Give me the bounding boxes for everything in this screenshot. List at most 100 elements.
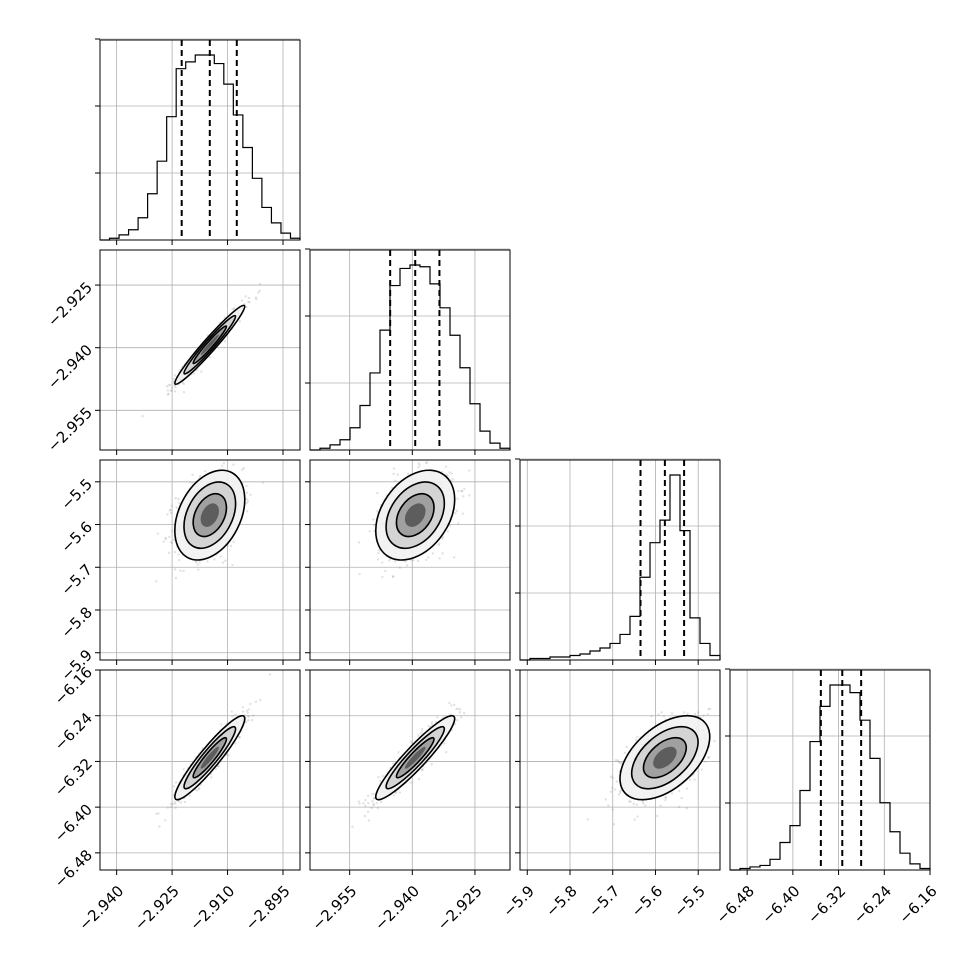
sample-point [206, 560, 209, 563]
sample-point [678, 789, 681, 793]
sample-point [229, 544, 233, 548]
sample-point [697, 711, 700, 714]
sample-point [238, 320, 242, 323]
sample-point [462, 711, 466, 715]
contour-line-2 [174, 304, 246, 386]
x-tick-label: −6.40 [758, 882, 803, 927]
sample-point [427, 725, 430, 728]
scatter-panel-1-0: −2.955 −2.940 −2.925 [44, 249, 301, 456]
density-level-0 [200, 334, 219, 356]
contour-line-1 [385, 725, 446, 790]
sample-point [166, 806, 170, 809]
panel-frame [309, 669, 511, 871]
sample-point [381, 561, 384, 564]
sample-point [376, 510, 379, 513]
sample-point [607, 804, 610, 807]
sample-point [251, 714, 255, 717]
sample-point [182, 768, 185, 771]
sample-point [662, 714, 666, 718]
sample-point [397, 751, 400, 754]
y-tick-label: −5.8 [58, 603, 96, 641]
scatter-panel-3-2: −5.9 −5.8 −5.7 −5.6 −5.5 [500, 669, 721, 921]
sample-point [257, 291, 260, 294]
sample-point [446, 530, 450, 533]
sample-point [713, 739, 716, 743]
sample-point [693, 778, 696, 781]
sample-point [157, 812, 160, 815]
sample-point [655, 814, 659, 818]
sample-point [441, 552, 444, 555]
sample-point [183, 800, 187, 804]
sample-point [214, 767, 218, 771]
sample-point [460, 489, 463, 493]
sample-point [459, 708, 462, 711]
sample-point [223, 316, 226, 319]
sample-point [221, 561, 225, 564]
sample-point [178, 502, 181, 505]
sample-point [179, 801, 183, 804]
sample-point [604, 798, 608, 801]
sample-point [641, 801, 645, 805]
sample-point [612, 823, 616, 826]
sample-point [172, 538, 176, 542]
sample-point [231, 307, 234, 311]
sample-point [707, 755, 710, 759]
sample-point [156, 532, 159, 535]
sample-point [392, 794, 396, 797]
sample-point [258, 282, 262, 286]
sample-point [254, 700, 258, 704]
sample-point [457, 489, 460, 493]
scatter-panel-2-1 [305, 459, 511, 665]
sample-point [683, 711, 686, 714]
x-tick-label: −6.32 [804, 882, 849, 927]
sample-point [611, 786, 614, 789]
sample-point [421, 768, 424, 771]
sample-point [616, 759, 620, 762]
sample-point [450, 704, 453, 707]
density-level-0 [404, 503, 426, 527]
sample-point [208, 356, 212, 359]
sample-point [377, 775, 380, 779]
sample-point [197, 568, 200, 571]
sample-point [213, 558, 216, 561]
sample-point [166, 513, 169, 516]
y-tick-label: −5.7 [58, 561, 96, 599]
sample-point [166, 393, 170, 396]
sample-point [404, 560, 407, 563]
sample-point [245, 501, 248, 505]
sample-point [417, 466, 420, 469]
sample-point [619, 761, 622, 765]
sample-point [634, 738, 638, 742]
histogram-line [100, 54, 301, 241]
y-tick-label: −6.48 [51, 846, 96, 891]
sample-point [197, 788, 201, 791]
sample-point [182, 382, 185, 386]
x-tick-label: −2.895 [242, 882, 294, 934]
sample-point [688, 778, 692, 781]
sample-point [241, 468, 244, 471]
sample-point [405, 564, 409, 567]
sample-point [238, 735, 241, 739]
sample-point [375, 801, 378, 805]
sample-point [609, 775, 613, 778]
sample-point [453, 556, 456, 559]
sample-point [247, 708, 251, 711]
panel-frame [309, 459, 511, 661]
density-level-0 [404, 746, 426, 769]
histogram-line [730, 684, 931, 871]
sample-point [379, 800, 383, 804]
x-tick-label: −6.16 [896, 882, 941, 927]
sample-point [363, 814, 366, 818]
sample-point [188, 794, 191, 797]
y-tick-label: −5.6 [58, 518, 96, 556]
sample-point [650, 715, 653, 718]
sample-point [174, 781, 178, 784]
sample-point [245, 305, 248, 309]
sample-point [245, 484, 248, 488]
y-tick-label: −6.32 [51, 755, 96, 800]
sample-point [611, 776, 614, 780]
sample-point [174, 385, 177, 389]
sample-point [223, 340, 227, 343]
sample-point [392, 467, 396, 470]
